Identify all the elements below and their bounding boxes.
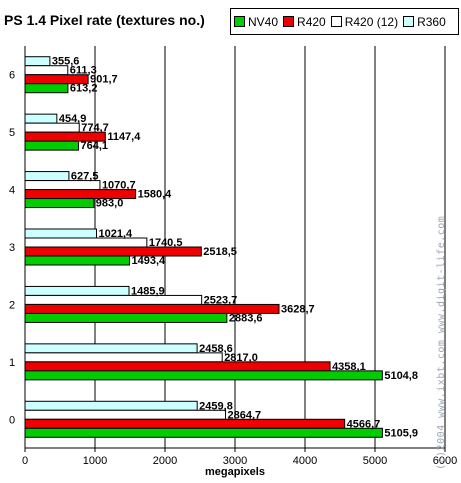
y-tick-label: 5 bbox=[9, 127, 15, 139]
data-label: 1740,5 bbox=[149, 237, 183, 249]
data-label: 4358,1 bbox=[332, 361, 366, 373]
legend-swatch bbox=[234, 16, 245, 27]
chart-title: PS 1.4 Pixel rate (textures no.) bbox=[4, 12, 205, 28]
bar bbox=[24, 418, 346, 429]
data-label: 1147,4 bbox=[107, 131, 141, 143]
bars bbox=[24, 56, 383, 438]
data-label: 1070,7 bbox=[102, 180, 136, 192]
data-label: 764,1 bbox=[80, 140, 108, 152]
bar bbox=[24, 228, 97, 239]
data-label: 1493,4 bbox=[132, 255, 167, 267]
bar bbox=[24, 343, 198, 354]
y-tick-label: 1 bbox=[9, 357, 15, 369]
bar bbox=[24, 83, 69, 94]
data-label: 454,9 bbox=[59, 113, 87, 125]
x-tick-label: 2000 bbox=[153, 455, 177, 467]
bar bbox=[24, 400, 198, 411]
data-label: 611,3 bbox=[70, 65, 97, 77]
data-label: 3628,7 bbox=[281, 303, 315, 315]
bar bbox=[24, 352, 223, 363]
data-label: 2523,7 bbox=[204, 294, 238, 306]
x-tick-label: 0 bbox=[22, 455, 28, 467]
data-label: 1485,9 bbox=[131, 285, 165, 297]
legend-swatch bbox=[283, 16, 295, 27]
x-tick-label: 4000 bbox=[293, 455, 317, 467]
data-label: 2883,6 bbox=[229, 312, 263, 324]
y-tick-label: 0 bbox=[9, 414, 15, 426]
legend-item: R360 bbox=[403, 15, 446, 29]
data-label: 4566,7 bbox=[347, 418, 381, 430]
legend-label: R360 bbox=[417, 14, 446, 29]
legend-label: R420 (12) bbox=[344, 14, 399, 29]
x-axis-title: megapixels bbox=[205, 466, 265, 478]
bar bbox=[24, 370, 383, 381]
legend-item: NV40 bbox=[234, 15, 278, 29]
data-label: 627,5 bbox=[71, 171, 99, 183]
y-tick-label: 6 bbox=[9, 70, 15, 82]
bar bbox=[24, 198, 95, 209]
y-tick-label: 2 bbox=[9, 299, 15, 311]
bar bbox=[24, 427, 383, 438]
data-label: 5105,9 bbox=[384, 427, 418, 439]
x-tick-label: 3000 bbox=[223, 455, 247, 467]
legend-item: R420 (12) bbox=[330, 14, 399, 29]
grid bbox=[94, 46, 446, 448]
legend-swatch bbox=[403, 16, 415, 27]
legend-swatch bbox=[330, 16, 342, 27]
x-tick-label: 5000 bbox=[363, 455, 387, 467]
bar bbox=[24, 294, 203, 305]
bar bbox=[24, 255, 131, 266]
y-tick-label: 3 bbox=[9, 242, 15, 254]
data-label: 613,2 bbox=[70, 83, 98, 95]
data-label: 1580,4 bbox=[138, 189, 173, 201]
data-label: 774,7 bbox=[81, 122, 109, 134]
legend-item: R420 bbox=[283, 15, 326, 29]
data-label: 983,0 bbox=[96, 198, 124, 210]
bar bbox=[24, 56, 51, 67]
data-label: 2518,5 bbox=[203, 246, 237, 258]
bar bbox=[24, 409, 227, 420]
data-label: 2817,0 bbox=[224, 352, 258, 364]
data-label: 2459,8 bbox=[199, 400, 233, 412]
data-label: 2458,6 bbox=[199, 343, 233, 355]
legend: NV40 R420 R420 (12) R360 bbox=[230, 8, 459, 35]
x-tick-label: 6000 bbox=[433, 455, 457, 467]
data-label: 1021,4 bbox=[98, 228, 133, 240]
data-label: 5104,8 bbox=[384, 370, 418, 382]
data-label: 355,6 bbox=[52, 56, 80, 68]
legend-label: R420 bbox=[297, 14, 326, 29]
bar bbox=[24, 285, 130, 296]
bar bbox=[24, 361, 331, 372]
bar bbox=[24, 312, 228, 323]
data-label: 2864,7 bbox=[228, 409, 262, 421]
bar bbox=[24, 113, 58, 124]
legend-label: NV40 bbox=[248, 14, 279, 29]
y-tick-label: 4 bbox=[9, 185, 15, 197]
bar bbox=[24, 171, 70, 182]
axes: 0 1 2 3 4 5 6 0 1000 2000 3000 4000 5000 6000 bbox=[9, 46, 457, 467]
x-tick-label: 1000 bbox=[83, 455, 107, 467]
data-label: 901,7 bbox=[90, 74, 118, 86]
watermark: (c)2004 www.ixbt.com www.digit-life.com bbox=[436, 215, 447, 470]
bar bbox=[24, 140, 79, 151]
